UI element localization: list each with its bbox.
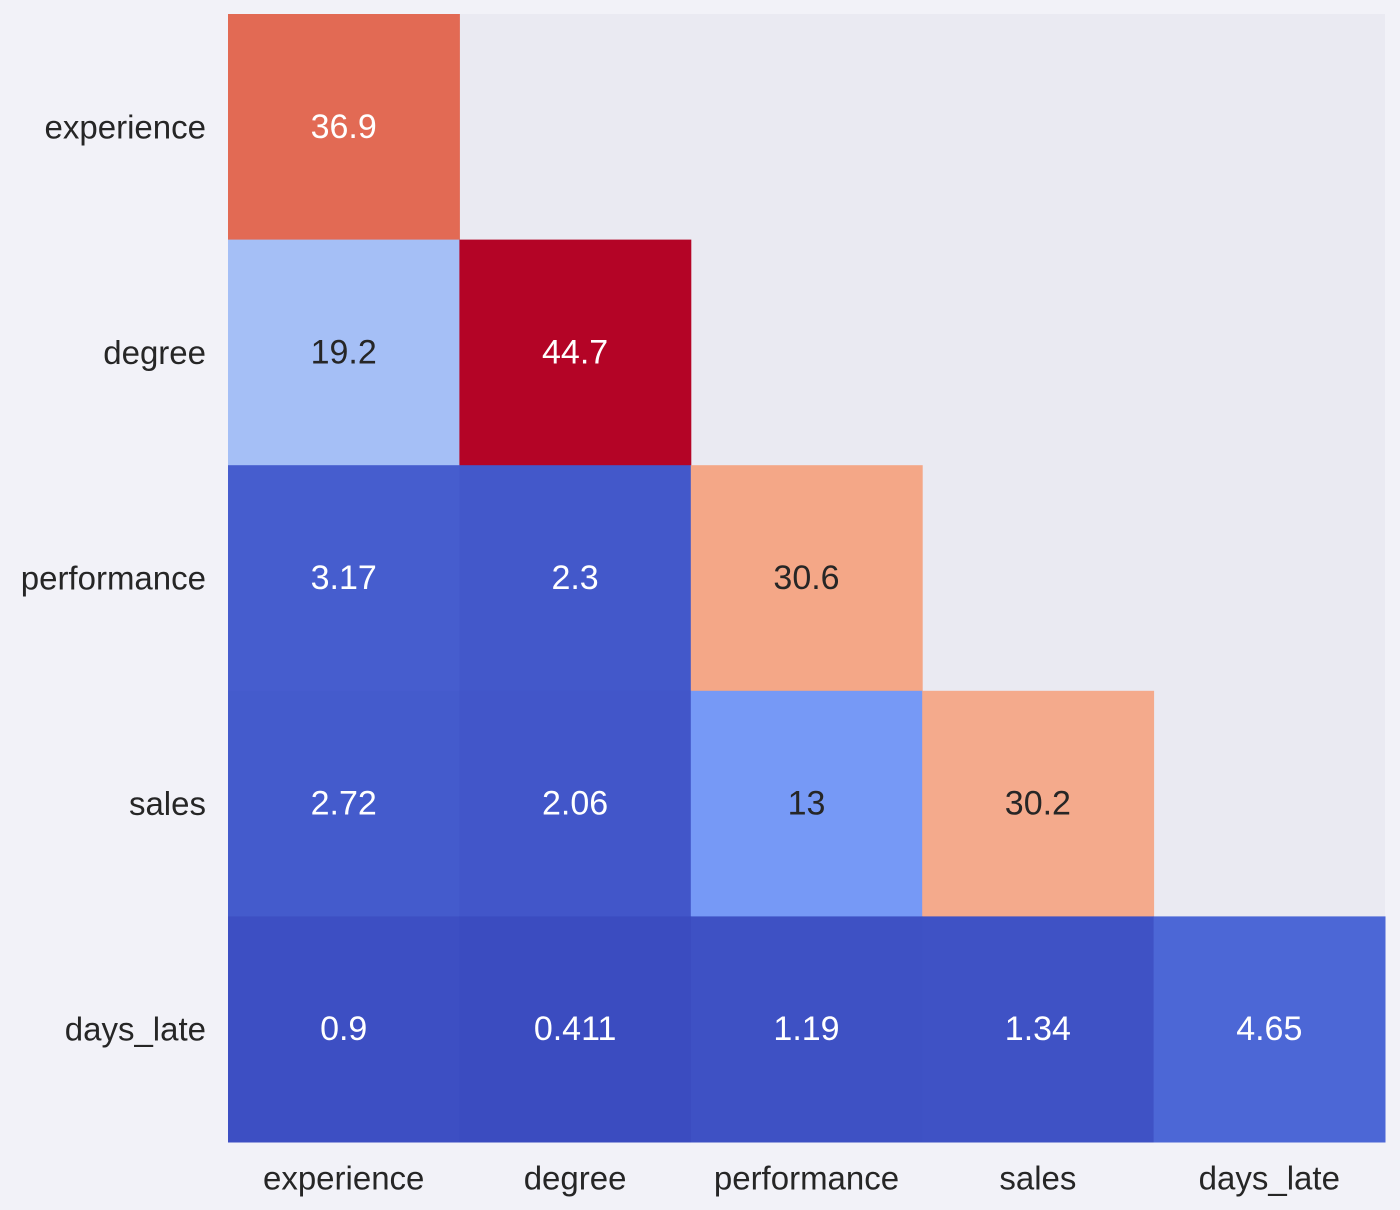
- x-tick-label-days_late: days_late: [1199, 1160, 1340, 1197]
- y-tick-label-days_late: days_late: [65, 1011, 206, 1048]
- y-tick-label-sales: sales: [129, 785, 206, 822]
- heatmap-cell-sales-performance: [690, 690, 923, 917]
- cell-label-performance-experience: 3.17: [311, 559, 377, 597]
- cell-label-experience-experience: 36.9: [311, 108, 377, 146]
- cell-label-performance-degree: 2.3: [551, 559, 598, 597]
- x-tick-label-sales: sales: [999, 1160, 1076, 1197]
- y-tick-labels: experience degree performance sales days_lat…: [21, 108, 206, 1047]
- heatmap-cell-experience-experience: [228, 14, 460, 241]
- cell-label-days_late-performance: 1.19: [773, 1010, 839, 1048]
- cell-label-degree-degree: 44.7: [542, 333, 608, 371]
- y-tick-label-performance: performance: [21, 560, 206, 597]
- cell-value-labels: 36.9 19.2 44.7 3.17 2.3 30.6 2.72 2.06 13 30.2 0.9…: [311, 108, 1303, 1048]
- heatmap-cell-performance-experience: [228, 465, 460, 692]
- heatmap-cells: [228, 14, 1386, 1143]
- heatmap-cell-sales-experience: [228, 690, 460, 917]
- heatmap-cell-degree-experience: [228, 239, 460, 466]
- x-tick-label-degree: degree: [524, 1160, 627, 1197]
- x-tick-label-performance: performance: [714, 1160, 899, 1197]
- heatmap-cell-performance-degree: [459, 465, 692, 692]
- cell-label-days_late-experience: 0.9: [320, 1010, 367, 1048]
- heatmap-cell-days_late-experience: [228, 916, 460, 1143]
- x-tick-label-experience: experience: [263, 1160, 424, 1197]
- cell-label-sales-degree: 2.06: [542, 785, 608, 823]
- heatmap-cell-days_late-degree: [459, 916, 692, 1143]
- cell-label-performance-performance: 30.6: [773, 559, 839, 597]
- heatmap-cell-days_late-performance: [690, 916, 923, 1143]
- cell-label-days_late-sales: 1.34: [1005, 1010, 1071, 1048]
- x-tick-labels: experience degree performance sales days_lat…: [263, 1160, 1340, 1197]
- cell-label-sales-sales: 30.2: [1005, 785, 1071, 823]
- y-tick-label-degree: degree: [103, 334, 206, 371]
- cell-label-degree-experience: 19.2: [311, 333, 377, 371]
- heatmap-cell-degree-degree: [459, 239, 692, 466]
- heatmap-cell-sales-degree: [459, 690, 692, 917]
- heatmap-cell-performance-performance: [690, 465, 923, 692]
- cell-label-days_late-days_late: 4.65: [1236, 1010, 1302, 1048]
- heatmap-cell-sales-sales: [922, 690, 1155, 917]
- heatmap-cell-days_late-days_late: [1153, 916, 1386, 1143]
- cell-label-sales-performance: 13: [788, 785, 826, 823]
- heatmap-cell-days_late-sales: [922, 916, 1155, 1143]
- cell-label-days_late-degree: 0.411: [534, 1010, 617, 1048]
- cell-label-sales-experience: 2.72: [311, 785, 377, 823]
- y-tick-label-experience: experience: [45, 108, 206, 145]
